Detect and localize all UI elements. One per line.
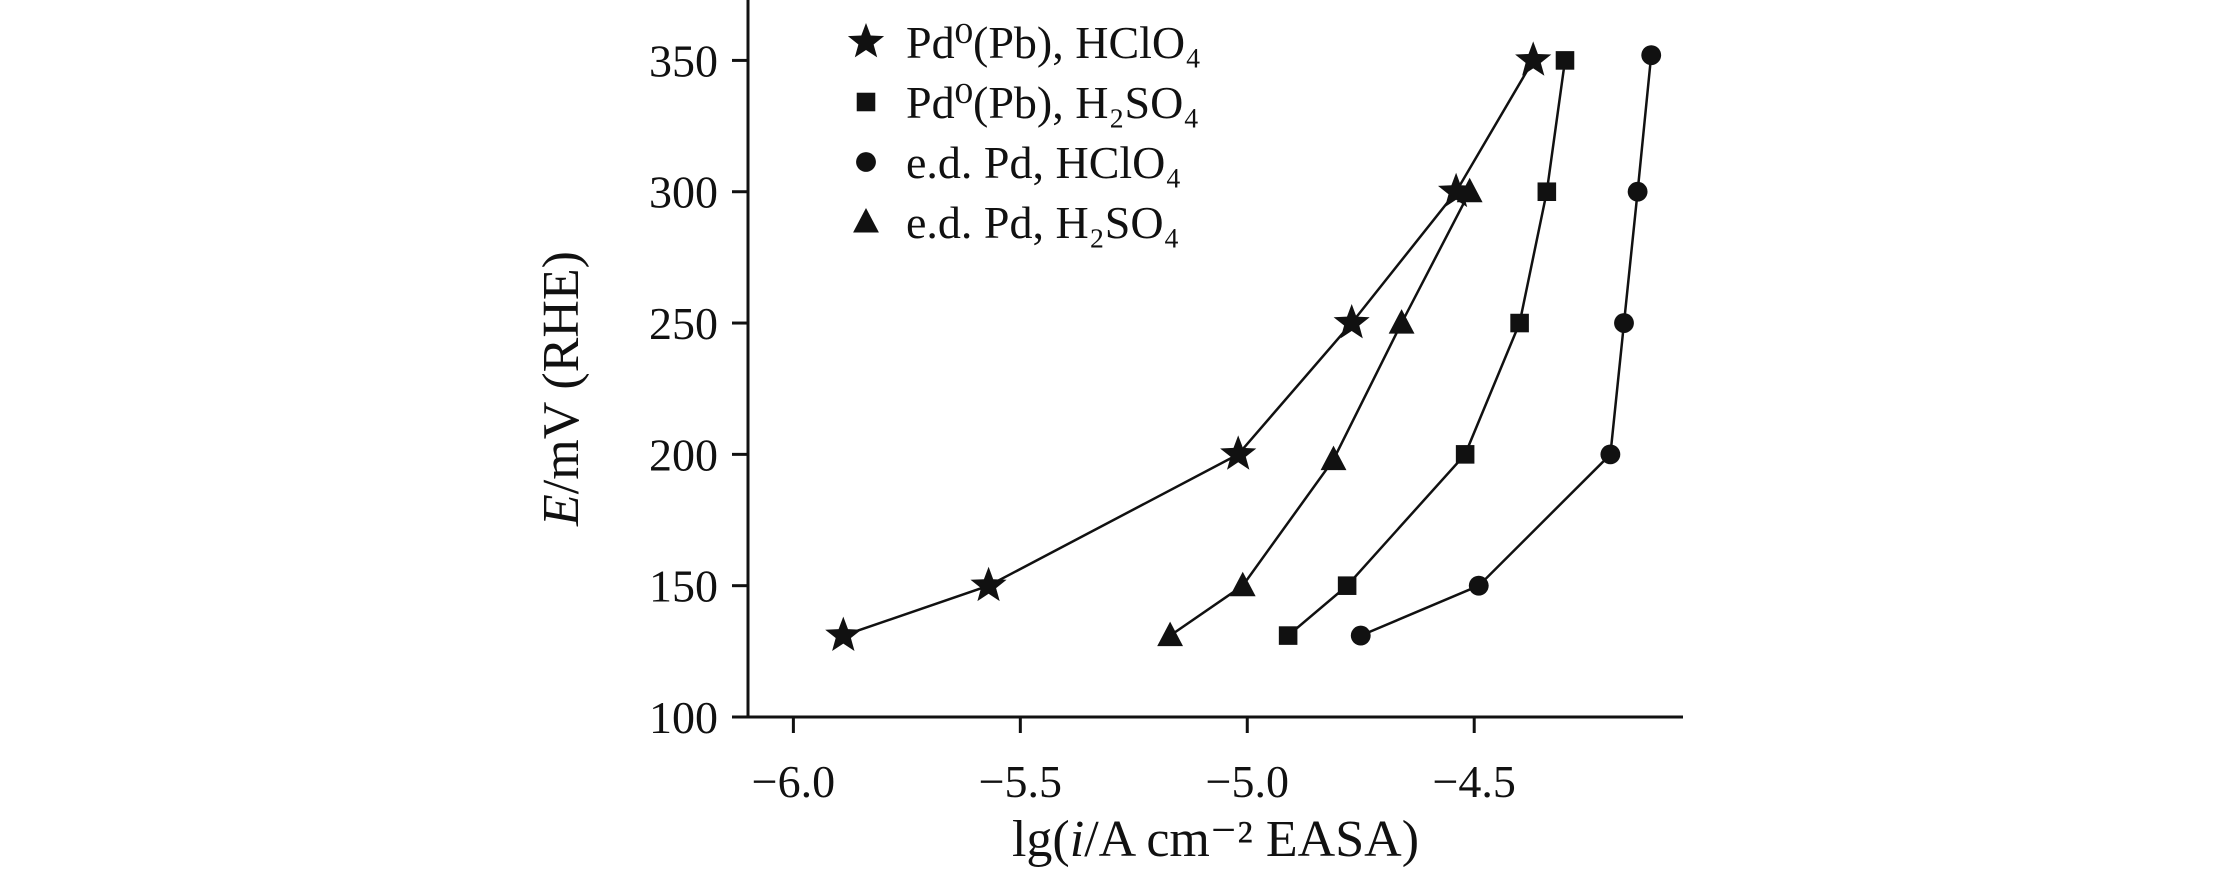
y-tick-label: 150 — [649, 561, 718, 612]
triangle-marker — [1456, 177, 1483, 203]
tick-labels: 100 150 200 250 300 350 −6.0 −5.5 −5.0 −4.5 — [649, 35, 1516, 807]
triangle-marker — [853, 208, 879, 233]
circle-marker — [1350, 625, 1371, 646]
legend-label: e.d. Pd, H₂SO₄ — [906, 197, 1180, 248]
star-marker — [825, 616, 862, 651]
triangle-marker — [1157, 621, 1184, 647]
series-line — [1169, 191, 1471, 637]
square-marker — [1537, 182, 1557, 202]
x-tick-label: −6.0 — [752, 756, 835, 807]
legend-label: e.d. Pd, HClO₄ — [906, 137, 1181, 188]
y-tick-label: 100 — [649, 692, 718, 743]
y-tick-label: 250 — [649, 298, 718, 349]
star-marker — [970, 566, 1007, 602]
star-marker — [1438, 172, 1475, 208]
legend-item-square: Pd⁰(Pb), H₂SO₄ — [856, 77, 1199, 128]
square-marker — [1510, 313, 1529, 333]
legend-item-triangle: e.d. Pd, H₂SO₄ — [853, 197, 1180, 248]
star-marker — [1515, 41, 1552, 76]
square-marker — [1455, 445, 1475, 464]
triangle-marker — [1388, 309, 1415, 334]
star-marker — [1333, 304, 1370, 339]
series-square — [1278, 51, 1575, 645]
legend-label: Pd⁰(Pb), H₂SO₄ — [906, 77, 1199, 128]
square-marker — [1337, 576, 1357, 595]
series-line — [842, 59, 1535, 637]
x-tick-label: −5.5 — [979, 756, 1062, 807]
circle-marker — [1627, 181, 1648, 202]
star-marker — [847, 23, 885, 58]
circle-marker — [1614, 313, 1634, 333]
series-star — [825, 41, 1552, 651]
y-tick-label: 350 — [649, 35, 718, 86]
circle-marker — [1468, 575, 1489, 596]
circle-marker — [1641, 45, 1662, 66]
square-marker — [1278, 626, 1298, 645]
x-axis-label: lg(i/A cm⁻² EASA) — [1012, 811, 1419, 868]
legend-item-star: Pd⁰(Pb), HClO₄ — [847, 17, 1201, 68]
triangle-marker — [1229, 571, 1256, 597]
y-tick-label: 300 — [649, 167, 718, 218]
triangle-marker — [1320, 445, 1347, 471]
circle-marker — [856, 152, 876, 172]
series-circle — [1350, 45, 1662, 646]
legend-label: Pd⁰(Pb), HClO₄ — [906, 17, 1201, 68]
series-line — [1360, 55, 1653, 637]
star-marker — [1220, 435, 1257, 470]
y-tick-label: 200 — [649, 429, 718, 480]
circle-marker — [1600, 444, 1621, 465]
square-marker — [856, 92, 876, 112]
legend-item-circle: e.d. Pd, HClO₄ — [856, 137, 1181, 188]
square-marker — [1555, 51, 1575, 70]
series-line — [1287, 60, 1567, 637]
x-tick-label: −4.5 — [1432, 756, 1515, 807]
axes — [732, 0, 1683, 733]
y-axis-label: E/mV (RHE) — [533, 251, 590, 527]
x-tick-label: −5.0 — [1206, 756, 1289, 807]
series-triangle — [1157, 177, 1483, 647]
legend: Pd⁰(Pb), HClO₄ Pd⁰(Pb), H₂SO₄ e.d. Pd, HCl… — [847, 17, 1201, 248]
